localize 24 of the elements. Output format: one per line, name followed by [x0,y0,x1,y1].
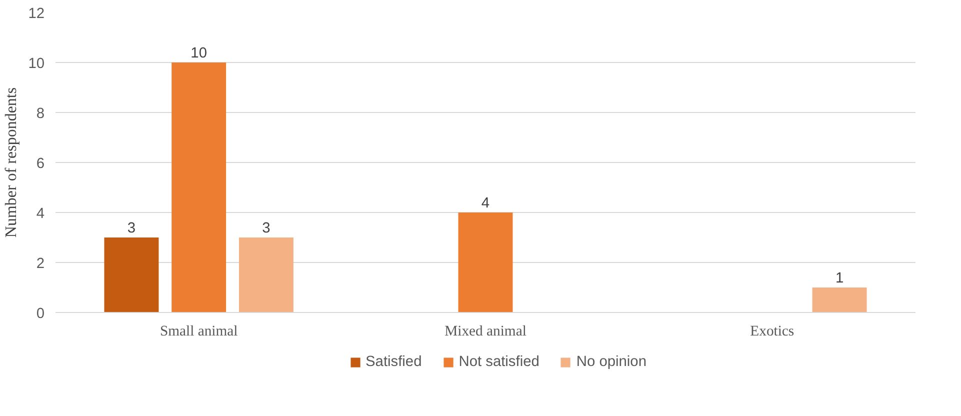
bar [238,238,294,312]
data-label: 3 [127,220,136,236]
data-label: 4 [481,196,490,212]
y-tick-label: 0 [36,306,45,322]
legend-label: No opinion [576,354,646,370]
y-tick-label: 10 [28,56,45,72]
y-tick-label: 6 [36,156,45,172]
x-tick-label: Mixed animal [444,324,526,340]
y-tick-label: 4 [36,206,45,222]
bar [172,62,226,312]
data-label: 3 [262,220,270,236]
legend-label: Satisfied [366,354,422,370]
legend-label: Not satisfied [458,354,540,370]
bar [458,212,513,312]
bar [812,288,867,312]
x-tick-label: Small animal [160,324,238,340]
y-axis-title: Number of respondents [3,87,20,238]
bar [104,238,159,312]
y-tick-label: 2 [36,256,45,272]
y-tick-label: 12 [28,6,45,22]
data-label: 1 [835,270,844,286]
data-label: 10 [190,46,207,62]
y-tick-label: 8 [36,106,45,122]
x-tick-label: Exotics [750,324,794,340]
